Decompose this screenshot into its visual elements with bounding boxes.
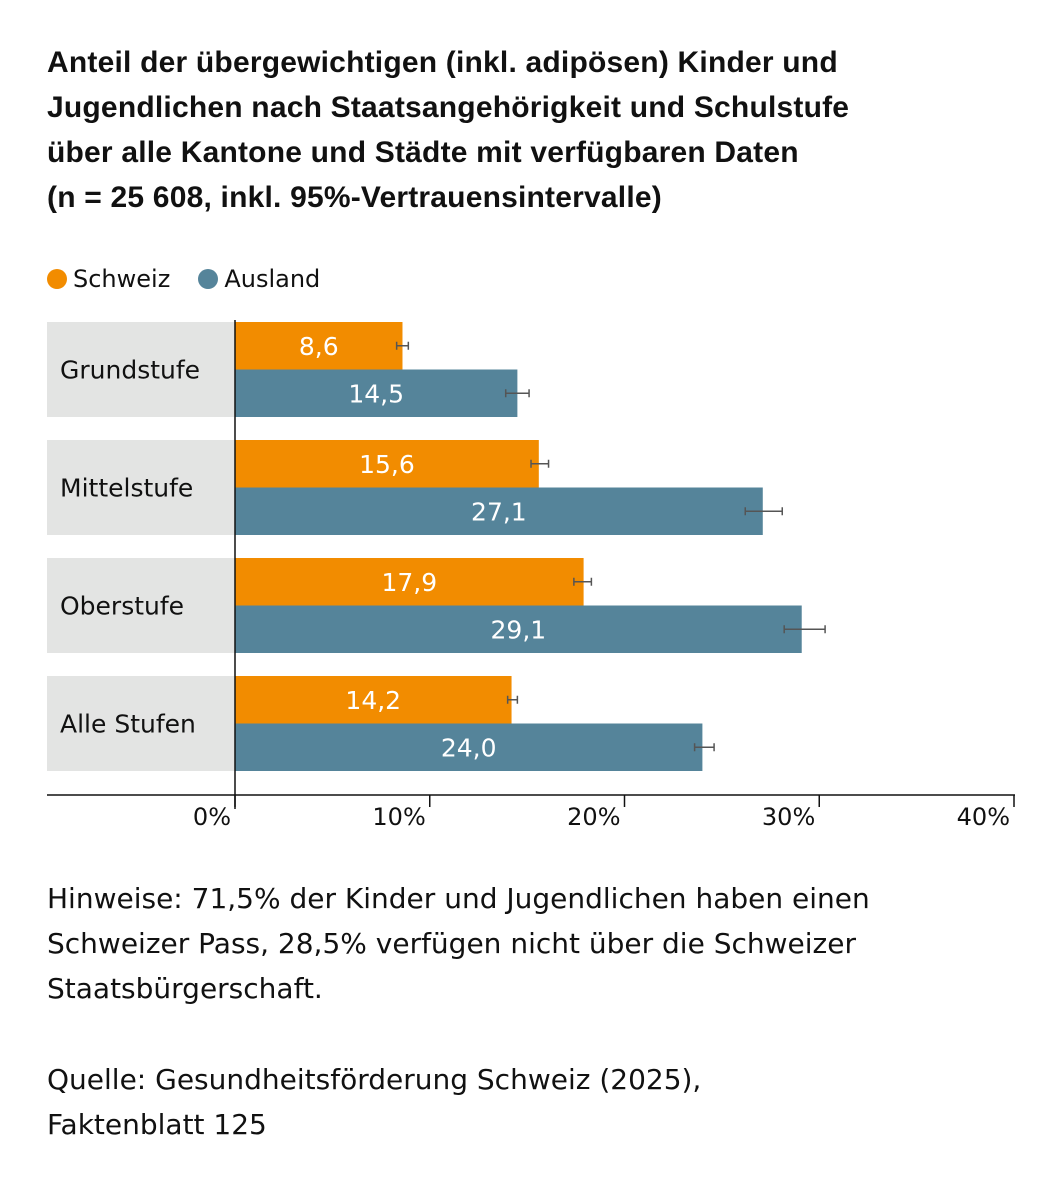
data-label: 14,2 — [345, 686, 401, 715]
category-panel — [47, 676, 235, 771]
legend-item-ausland: Ausland — [198, 265, 320, 293]
data-label: 29,1 — [491, 615, 547, 644]
x-tick-label: 30% — [762, 803, 815, 831]
category-label: Oberstufe — [60, 592, 184, 621]
bar-schweiz — [235, 558, 584, 606]
category-label: Alle Stufen — [60, 710, 196, 739]
source: Quelle: Gesundheitsförderung Schweiz (20… — [47, 1057, 1037, 1147]
bar-chart: Grundstufe 8,6 14,5 Mittelstufe 15,6 27,1 Ober… — [47, 320, 1015, 831]
title-line-3: über alle Kantone und Städte mit verfügb… — [47, 136, 799, 169]
notes-line-3: Staatsbürgerschaft. — [47, 972, 323, 1005]
title-line-2: Jugendlichen nach Staatsangehörigkeit un… — [47, 91, 850, 124]
notes: Hinweise: 71,5% der Kinder und Jugendlic… — [47, 876, 1037, 1011]
legend-label-schweiz: Schweiz — [73, 265, 171, 293]
category-label: Mittelstufe — [60, 474, 193, 503]
x-tick-label: 0% — [193, 803, 231, 831]
title-line-4: (n = 25 608, inkl. 95%-Vertrauensinterva… — [47, 181, 662, 214]
title-line-1: Anteil der übergewichtigen (inkl. adipös… — [47, 46, 838, 79]
x-tick-label: 40% — [957, 803, 1010, 831]
data-label: 14,5 — [348, 379, 404, 408]
source-line-2: Faktenblatt 125 — [47, 1108, 267, 1141]
notes-line-2: Schweizer Pass, 28,5% verfügen nicht übe… — [47, 927, 856, 960]
data-label: 17,9 — [381, 568, 437, 597]
legend-swatch-ausland — [198, 269, 219, 289]
source-line-1: Quelle: Gesundheitsförderung Schweiz (20… — [47, 1063, 702, 1096]
legend-item-schweiz: Schweiz — [47, 265, 170, 293]
category-panel — [47, 440, 235, 535]
category-label: Grundstufe — [60, 356, 200, 385]
data-label: 24,0 — [441, 733, 497, 762]
chart-title: Anteil der übergewichtigen (inkl. adipös… — [47, 40, 1027, 220]
bar-ausland — [235, 723, 703, 771]
bar-ausland — [235, 605, 802, 653]
x-tick-label: 20% — [567, 803, 620, 831]
x-tick-label: 10% — [372, 803, 425, 831]
data-label: 8,6 — [299, 332, 339, 361]
bar-ausland — [235, 369, 518, 417]
legend: Schweiz Ausland — [47, 265, 348, 293]
notes-line-1: Hinweise: 71,5% der Kinder und Jugendlic… — [47, 882, 870, 915]
category-panel — [47, 322, 235, 417]
category-panel — [47, 558, 235, 653]
bar-schweiz — [235, 440, 539, 488]
bar-ausland — [235, 487, 763, 535]
bar-schweiz — [235, 322, 403, 370]
data-label: 27,1 — [471, 497, 527, 526]
legend-swatch-schweiz — [47, 269, 67, 289]
legend-label-ausland: Ausland — [224, 265, 321, 293]
bar-schweiz — [235, 676, 512, 724]
data-label: 15,6 — [359, 450, 415, 479]
